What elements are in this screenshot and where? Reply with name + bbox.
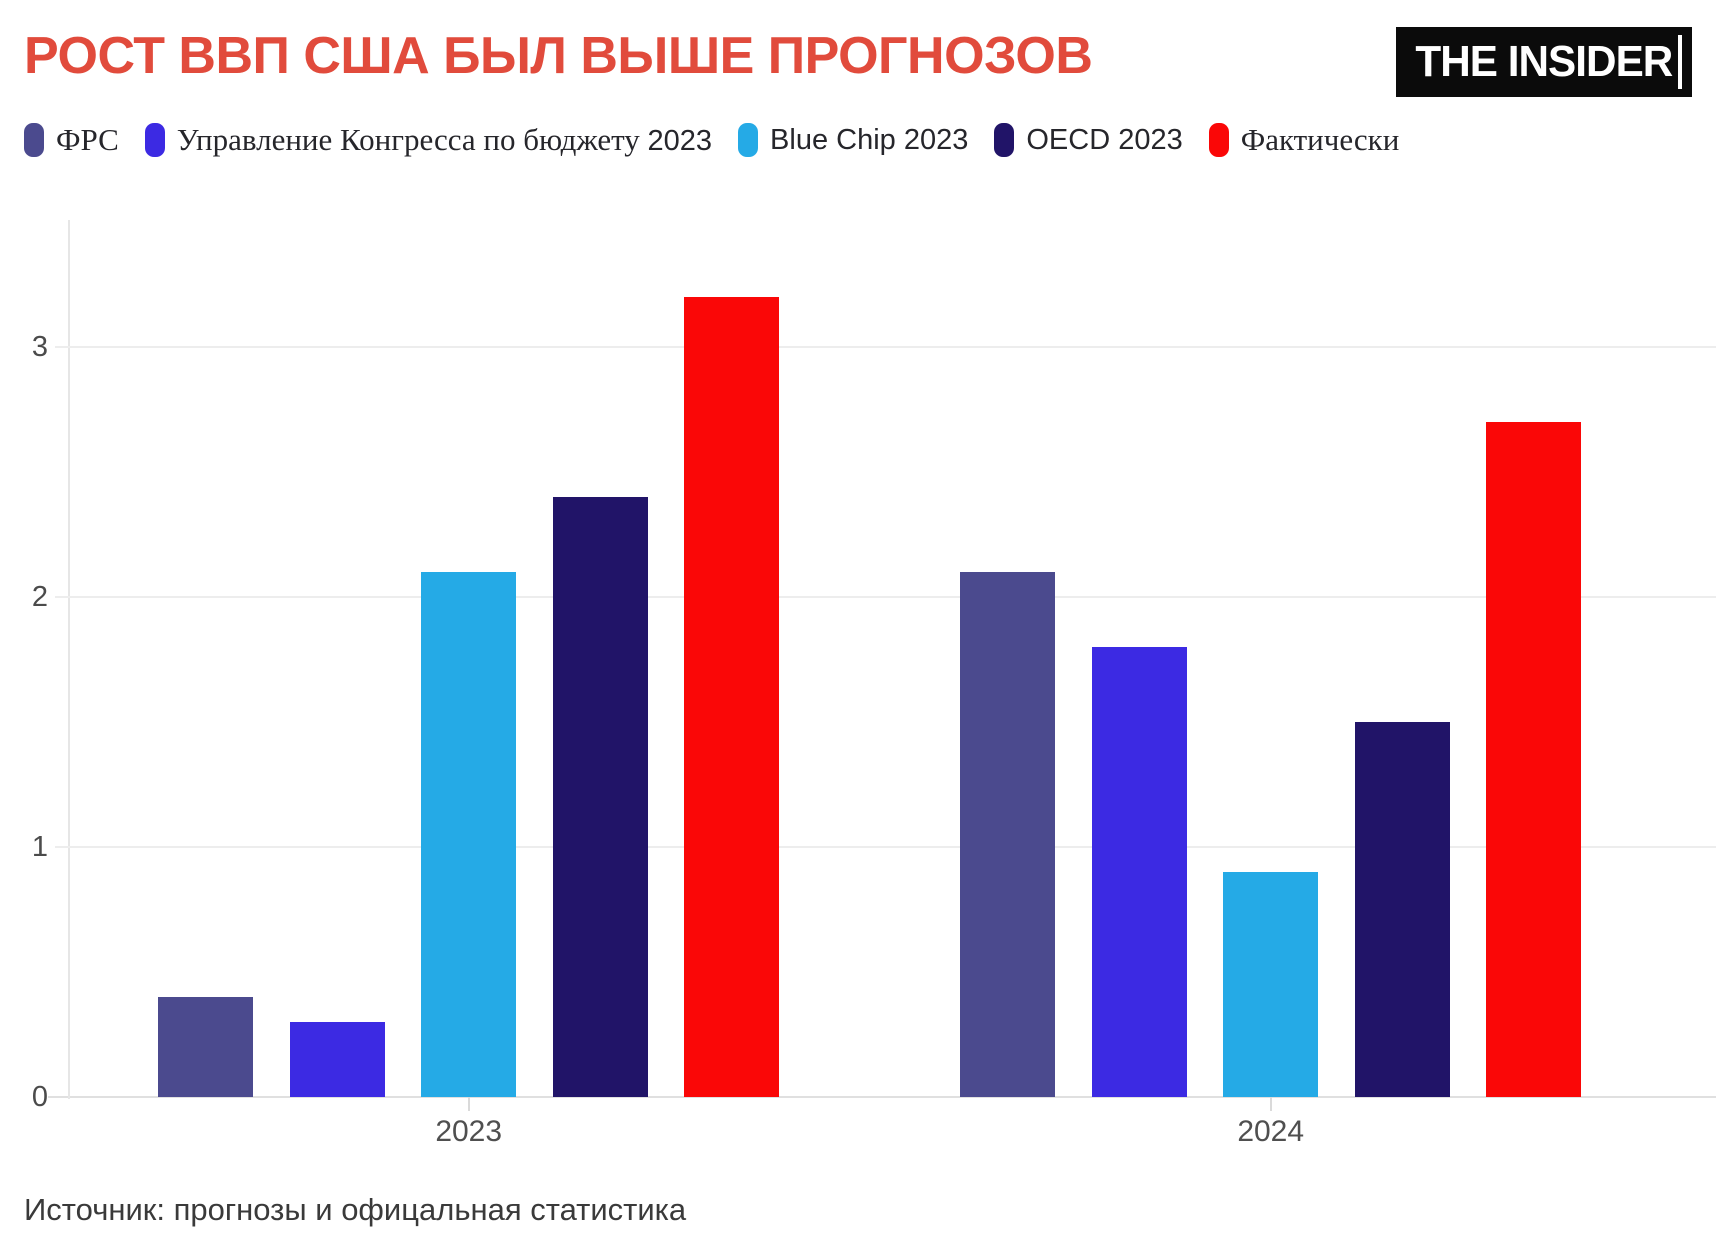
legend-item-4: Фактически [1208, 122, 1400, 158]
bar-2024-series-3 [1355, 722, 1450, 1097]
legend-item-3: OECD 2023 [994, 123, 1183, 157]
bar-2023-series-4 [684, 297, 779, 1097]
bar-2023-series-2 [421, 572, 516, 1097]
chart-title: РОСТ ВВП США БЫЛ ВЫШЕ ПРОГНОЗОВ [24, 27, 1093, 85]
legend-label-0: ФРС [56, 122, 119, 157]
legend-label-4: Фактически [1240, 122, 1400, 157]
legend-item-0: ФРС [24, 122, 119, 158]
source-note: Источник: прогнозы и офицальная статисти… [24, 1192, 687, 1227]
legend: ФРС Управление Конгресса по бюджету 2023 B… [24, 118, 1399, 162]
bar-2023-series-0 [158, 997, 253, 1097]
x-category-label-2024: 2024 [1237, 1115, 1305, 1148]
legend-label-3: OECD 2023 [1026, 123, 1183, 156]
bar-2024-series-2 [1223, 872, 1318, 1097]
legend-item-2: Blue Chip 2023 [738, 123, 968, 157]
bar-2023-series-3 [553, 497, 648, 1097]
x-tick-2024 [1269, 1097, 1272, 1111]
bar-2024-series-0 [960, 572, 1055, 1097]
y-tick-label-2: 2 [31, 581, 48, 613]
the-insider-logo: THE INSIDER [1396, 27, 1692, 97]
legend-swatch-1 [144, 123, 165, 157]
logo-slit-decoration [1678, 35, 1682, 89]
y-tick-label-1: 1 [31, 831, 48, 863]
bar-2024-series-4 [1486, 422, 1581, 1097]
logo-text: THE INSIDER [1415, 37, 1673, 86]
bar-2023-series-1 [290, 1022, 385, 1097]
x-axis-baseline [48, 1096, 1716, 1098]
legend-label-2: Blue Chip 2023 [770, 123, 969, 156]
legend-swatch-2 [738, 123, 759, 157]
bar-2024-series-1 [1092, 647, 1187, 1097]
legend-swatch-4 [1208, 123, 1229, 157]
legend-swatch-3 [994, 123, 1015, 157]
y-tick-label-0: 0 [31, 1081, 48, 1113]
x-tick-2023 [467, 1097, 470, 1111]
y-axis-line [68, 220, 70, 1099]
y-tick-label-3: 3 [31, 331, 48, 363]
legend-item-1: Управление Конгресса по бюджету 2023 [144, 122, 713, 158]
gridline-3 [55, 346, 1716, 348]
legend-label-1: Управление Конгресса по бюджету 2023 [176, 122, 713, 157]
gridline-2 [55, 596, 1716, 598]
gridline-1 [55, 846, 1716, 848]
x-category-label-2023: 2023 [435, 1115, 503, 1148]
legend-swatch-0 [24, 123, 44, 157]
